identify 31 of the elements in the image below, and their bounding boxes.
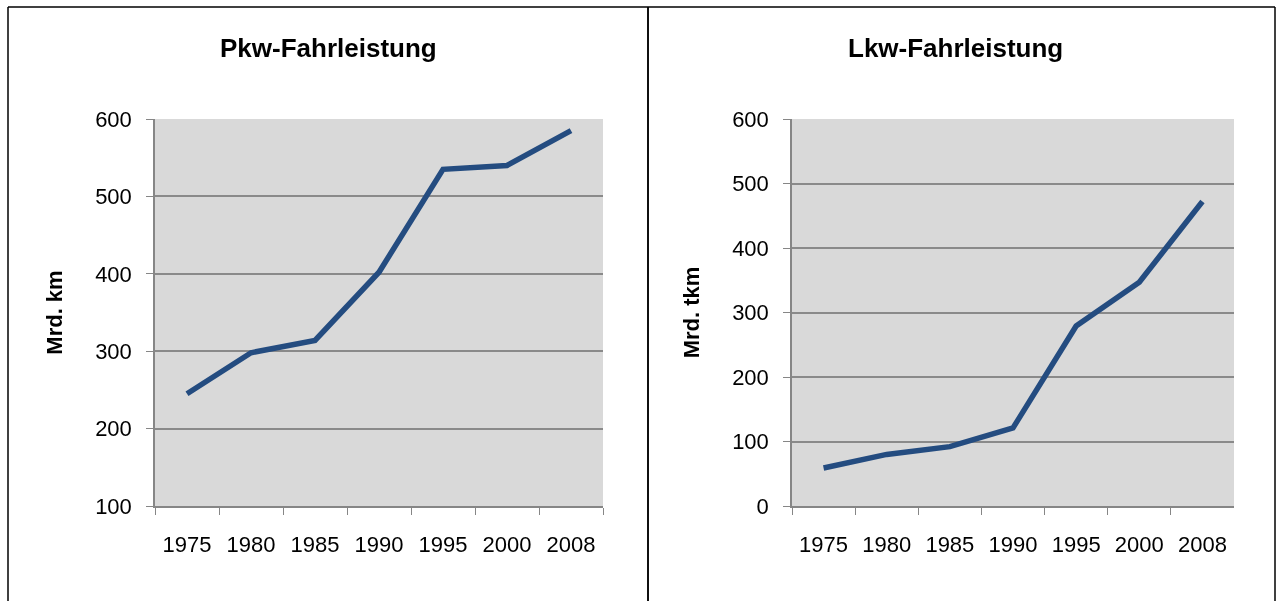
y-tick-label: 400 <box>732 235 769 261</box>
y-tick-label: 0 <box>756 493 769 519</box>
y-tick-label: 500 <box>95 184 132 210</box>
y-tick-label: 300 <box>732 300 769 326</box>
y-axis-title: Mrd. km <box>42 270 68 355</box>
x-tick-label: 2008 <box>1177 532 1227 558</box>
x-tick-label: 1975 <box>162 532 212 558</box>
y-tick-label: 300 <box>95 338 132 364</box>
y-tick-label: 100 <box>732 429 769 455</box>
y-tick-label: 200 <box>732 364 769 390</box>
y-tick-label: 500 <box>732 171 769 197</box>
x-tick-label: 1985 <box>925 532 975 558</box>
x-tick-label: 2000 <box>1114 532 1164 558</box>
x-tick-label: 1995 <box>1051 532 1101 558</box>
x-tick-label: 1975 <box>799 532 849 558</box>
x-tick-label: 2000 <box>482 532 532 558</box>
y-tick-label: 600 <box>732 106 769 132</box>
x-tick-label: 1985 <box>290 532 340 558</box>
x-tick-label: 1990 <box>988 532 1038 558</box>
y-tick-label: 200 <box>95 416 132 442</box>
y-tick-label: 400 <box>95 261 132 287</box>
chart-title: Lkw-Fahrleistung <box>848 33 1064 63</box>
x-tick-label: 1980 <box>226 532 276 558</box>
y-axis-title: Mrd. tkm <box>679 266 705 359</box>
chart-title: Pkw-Fahrleistung <box>220 33 437 63</box>
x-tick-label: 1980 <box>862 532 912 558</box>
x-tick-label: 1995 <box>418 532 468 558</box>
x-tick-label: 2008 <box>546 532 596 558</box>
y-tick-label: 100 <box>95 493 132 519</box>
x-tick-label: 1990 <box>354 532 404 558</box>
y-tick-label: 600 <box>95 106 132 132</box>
